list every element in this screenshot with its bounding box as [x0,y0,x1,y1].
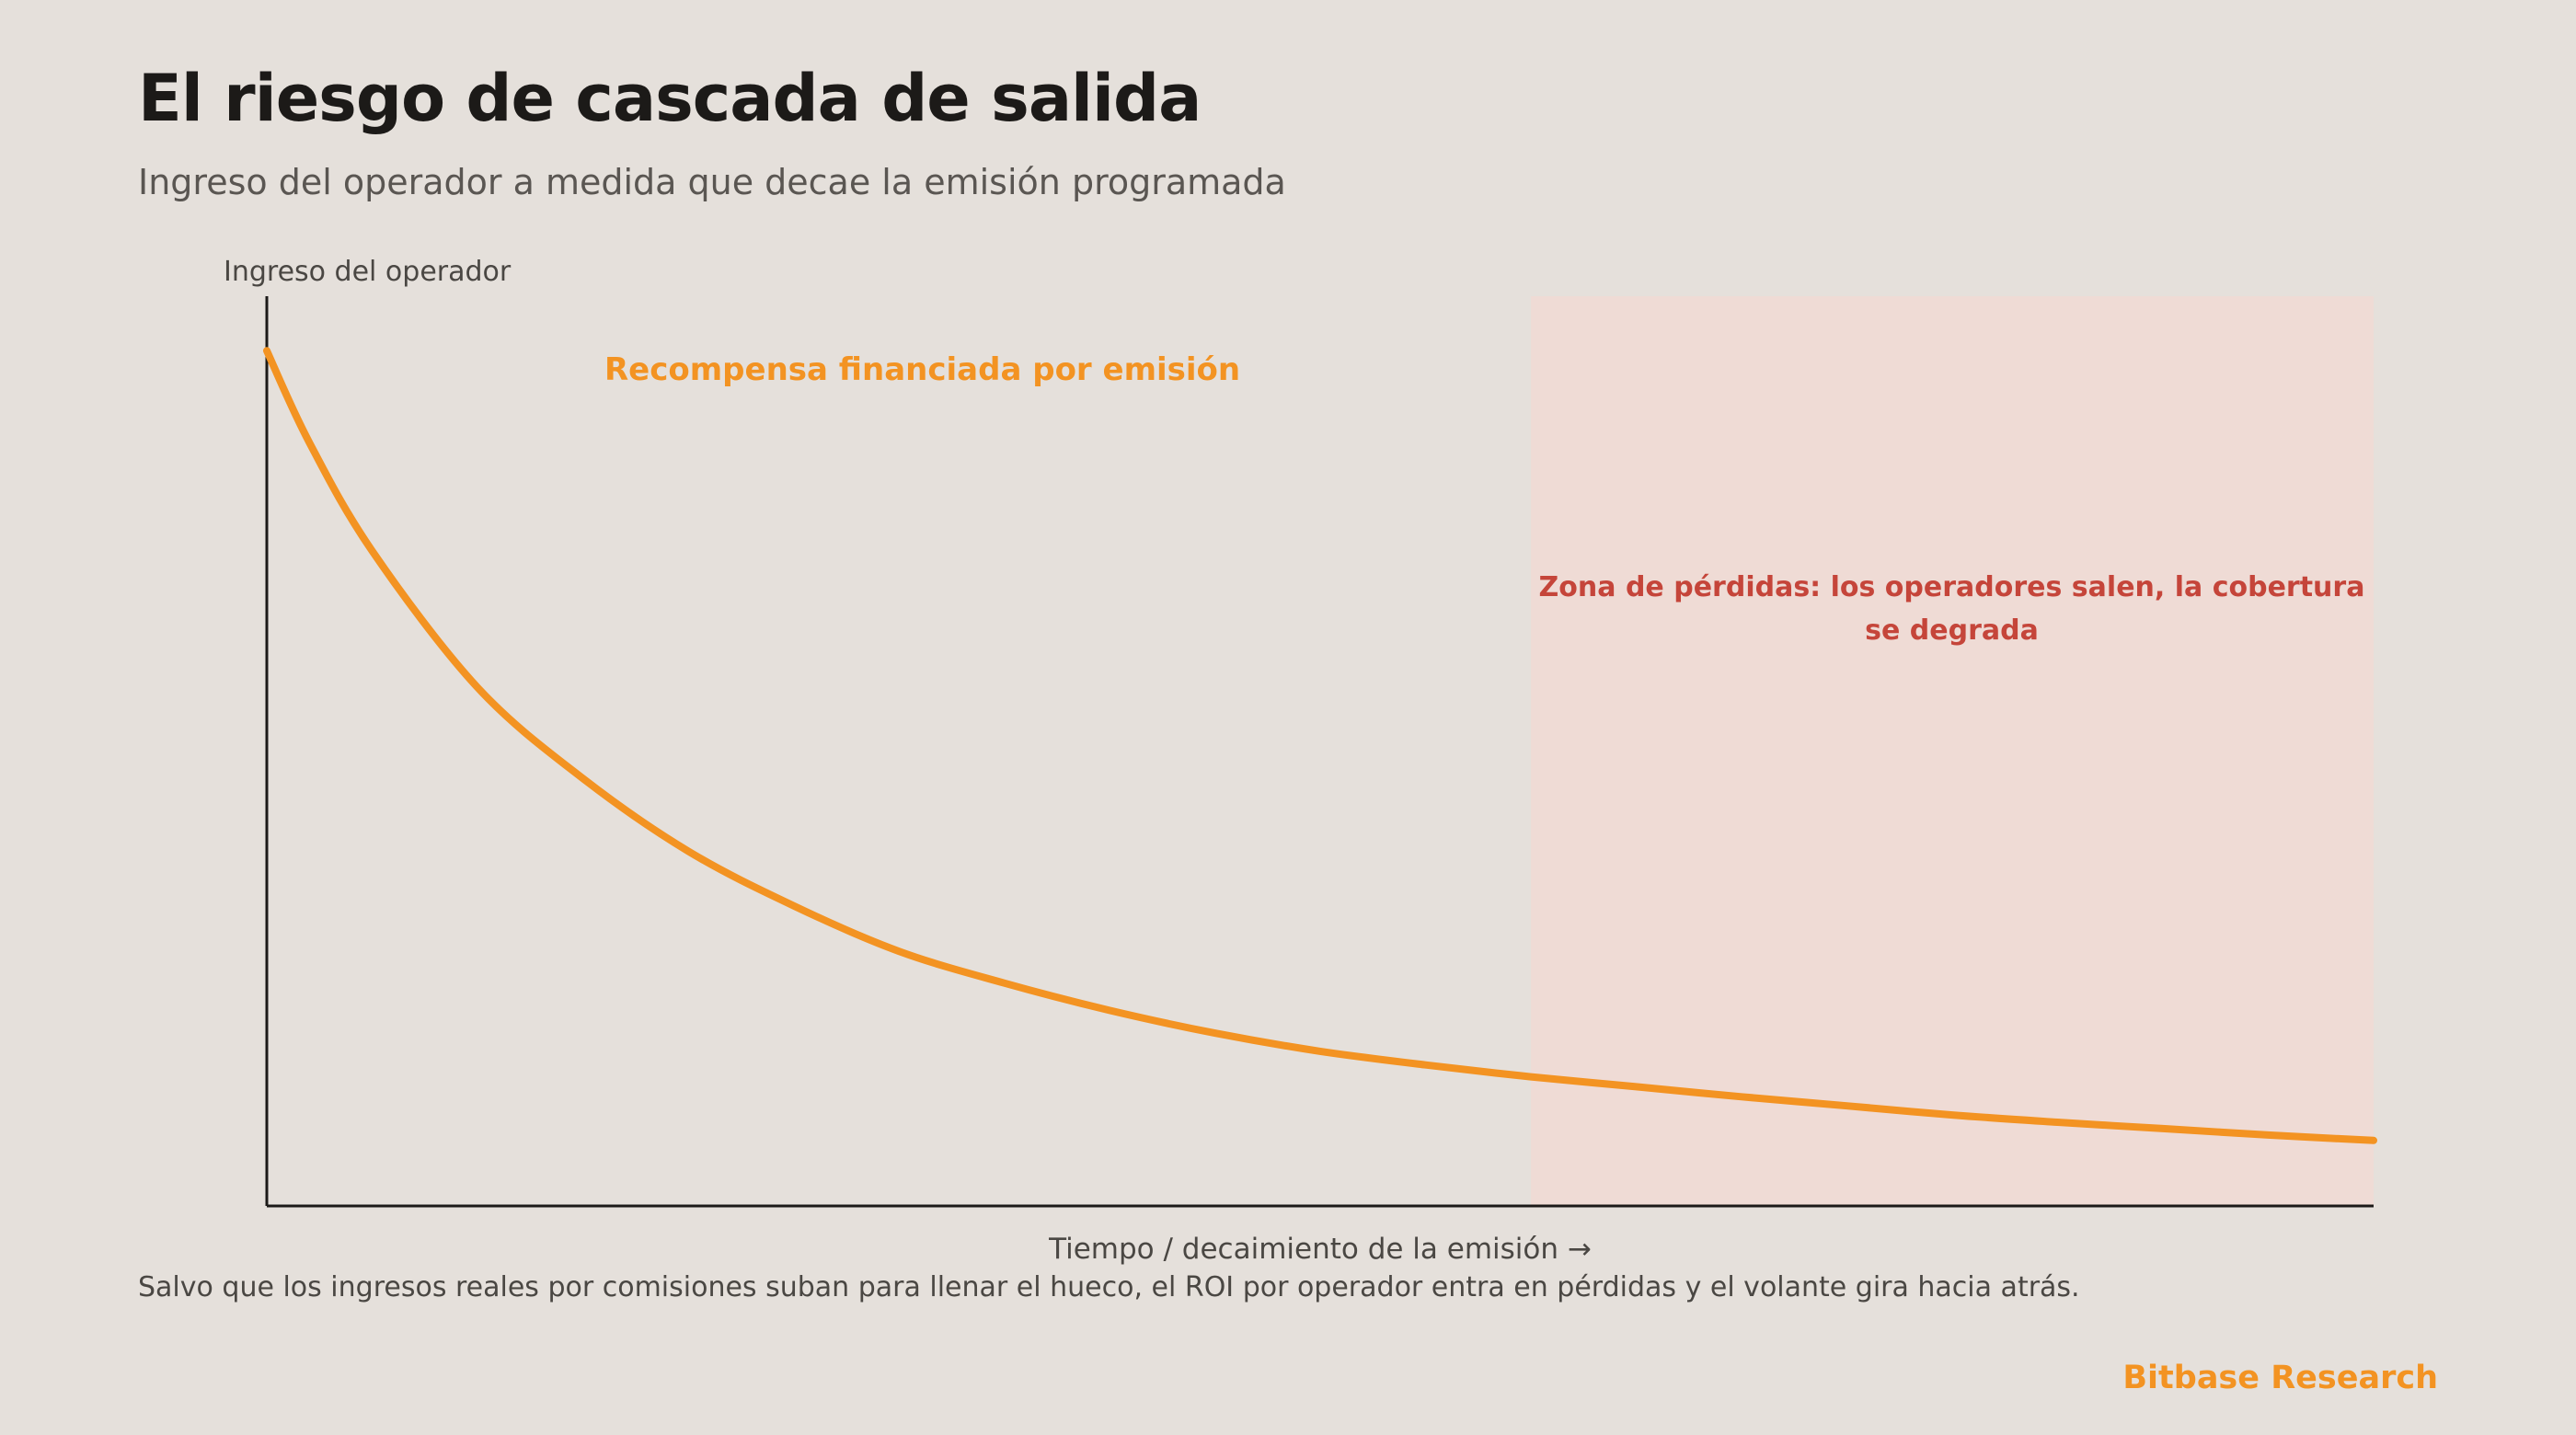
series-line-emission-reward [263,347,2377,1144]
brand-label: Bitbase Research [2122,1360,2438,1396]
series-layer [263,347,2377,1144]
loss-zone-label: Zona de pérdidas: los operadores salen, … [1538,571,2365,647]
x-axis-label: Tiempo / decaimiento de la emisión → [1049,1233,1592,1266]
series-label-emission: Recompensa financiada por emisión [604,351,1241,388]
y-axis-label: Ingreso del operador [224,256,512,288]
chart-title: El riesgo de cascada de salida [138,61,1202,136]
chart-subtitle: Ingreso del operador a medida que decae … [138,162,1286,202]
loss-zone-region [1531,296,2374,1206]
chart-caption: Salvo que los ingresos reales por comisi… [138,1271,2080,1303]
loss-zone-layer [1531,296,2374,1206]
axes [265,296,2374,1208]
